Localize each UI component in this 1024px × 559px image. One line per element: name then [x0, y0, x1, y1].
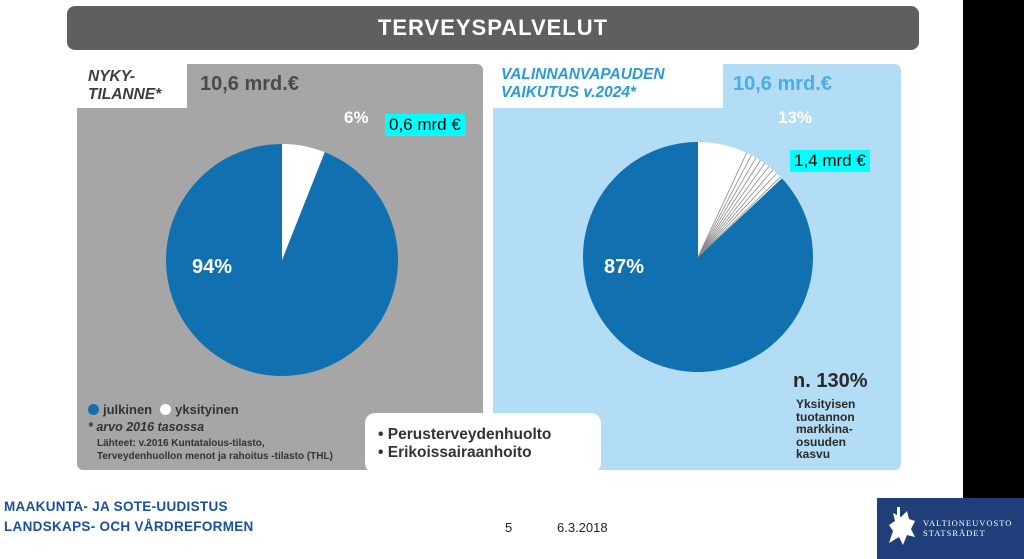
source-line1: Lähteet: v.2016 Kuntatalous-tilasto,	[97, 438, 265, 449]
service-item-primary: • Perusterveydenhuolto	[378, 426, 552, 443]
service-item-primary-label: Perusterveydenhuolto	[387, 426, 552, 443]
legend-private-swatch	[160, 404, 172, 415]
legend-private-label: yksityinen	[175, 402, 239, 417]
left-amount-tag: 0,6 mrd €	[385, 114, 465, 136]
service-item-specialized-label: Erikoissairaanhoito	[387, 444, 532, 461]
government-logo	[877, 498, 1024, 559]
service-list-box	[365, 413, 601, 473]
pie-hatch-line	[697, 163, 766, 258]
page-number: 5	[505, 520, 513, 535]
slide-title: TERVEYSPALVELUT	[67, 6, 919, 50]
slide-date: 6.3.2018	[557, 520, 608, 535]
service-item-specialized: • Erikoissairaanhoito	[378, 444, 532, 461]
right-heading-box	[493, 64, 723, 108]
pie-hatch-line	[697, 157, 757, 258]
growth-line: osuuden	[796, 434, 846, 449]
growth-description: Yksityisen tuotannon markkina- osuuden k…	[796, 398, 855, 461]
lion-crest-icon	[889, 507, 915, 545]
left-heading-line2: TILANNE*	[88, 86, 162, 103]
pie-hatch-line	[697, 160, 761, 258]
legend: julkinen yksityinen	[88, 402, 239, 417]
left-heading: NYKY- TILANNE*	[88, 68, 161, 104]
government-name-fi: VALTIONEUVOSTO	[923, 518, 1013, 528]
pie-slice-public	[166, 144, 398, 376]
source-note: Lähteet: v.2016 Kuntatalous-tilasto, Ter…	[97, 437, 333, 463]
pie-hatch-line	[697, 176, 781, 258]
right-heading: VALINNANVAPAUDEN VAIKUTUS v.2024*	[501, 66, 665, 102]
growth-value: n. 130%	[793, 370, 868, 392]
right-edge-bar	[963, 0, 1024, 559]
footer-reform-sv: LANDSKAPS- OCH VÅRDREFORMEN	[4, 519, 254, 534]
right-private-label: 13%	[778, 108, 813, 127]
pie-chart-right	[583, 142, 813, 372]
pie-slice-private	[282, 144, 325, 260]
value-note: * arvo 2016 tasossa	[88, 420, 205, 434]
growth-line: Yksityisen	[796, 397, 856, 411]
government-name-sv: STATSRÅDET	[923, 528, 986, 538]
right-heading-line2: VAIKUTUS v.2024*	[501, 84, 636, 101]
left-heading-line1: NYKY-	[88, 68, 136, 85]
pie-hatch-line	[697, 152, 748, 258]
government-name: VALTIONEUVOSTO STATSRÅDET	[923, 518, 1012, 538]
left-public-label: 94%	[192, 256, 233, 278]
pie-hatch-line	[697, 172, 778, 258]
left-private-label: 6%	[344, 108, 369, 127]
left-total: 10,6 mrd.€	[200, 73, 299, 95]
growth-line: markkina-	[796, 422, 853, 436]
legend-public-label: julkinen	[103, 402, 153, 417]
legend-public-swatch	[88, 404, 99, 415]
growth-line: tuotannon	[796, 409, 855, 424]
pie-hatch-line	[697, 154, 752, 258]
right-total: 10,6 mrd.€	[733, 73, 832, 95]
pie-hatch-line	[697, 169, 774, 258]
pie-hatch-line	[697, 166, 770, 258]
growth-line: kasvu	[796, 447, 831, 461]
pie-chart-left	[166, 144, 398, 376]
footer-reform-fi: MAAKUNTA- JA SOTE-UUDISTUS	[4, 499, 228, 514]
source-line2: Terveydenhuollon menot ja rahoitus -tila…	[97, 451, 333, 462]
right-heading-line1: VALINNANVAPAUDEN	[501, 66, 665, 83]
right-amount-tag: 1,4 mrd €	[790, 150, 870, 172]
left-heading-box	[77, 64, 187, 108]
right-public-label: 87%	[604, 256, 645, 278]
